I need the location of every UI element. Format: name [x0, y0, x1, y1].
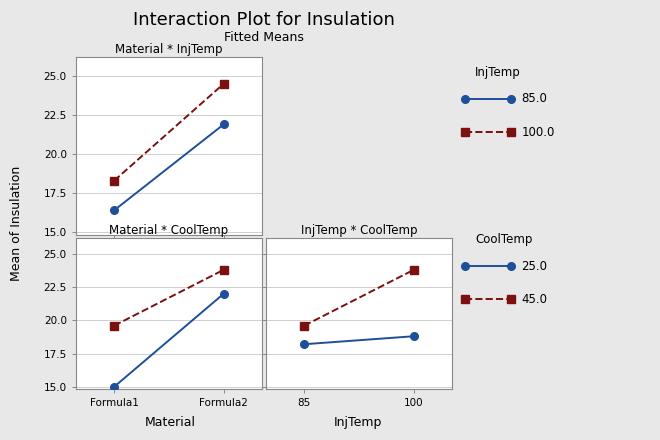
Text: CoolTemp: CoolTemp: [475, 233, 533, 246]
Text: Fitted Means: Fitted Means: [224, 31, 304, 44]
Text: Mean of Insulation: Mean of Insulation: [10, 166, 23, 281]
Text: InjTemp: InjTemp: [334, 416, 382, 429]
Title: Material * InjTemp: Material * InjTemp: [115, 43, 222, 56]
Text: 45.0: 45.0: [521, 293, 547, 306]
Text: InjTemp: InjTemp: [475, 66, 521, 79]
Text: Material: Material: [145, 416, 195, 429]
Title: Material * CoolTemp: Material * CoolTemp: [110, 224, 228, 237]
Title: InjTemp * CoolTemp: InjTemp * CoolTemp: [301, 224, 417, 237]
Text: 25.0: 25.0: [521, 260, 547, 273]
Text: Interaction Plot for Insulation: Interaction Plot for Insulation: [133, 11, 395, 29]
Text: 85.0: 85.0: [521, 92, 547, 106]
Text: 100.0: 100.0: [521, 125, 555, 139]
